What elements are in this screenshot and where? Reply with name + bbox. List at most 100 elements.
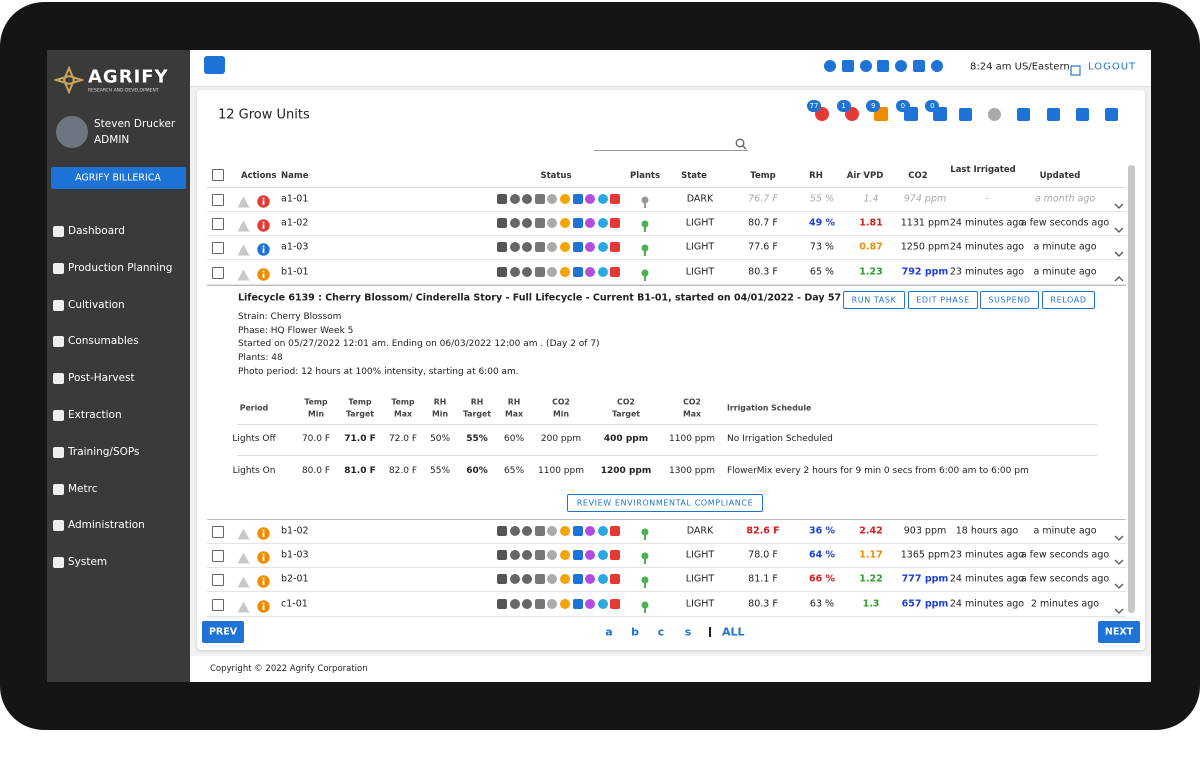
menu-item[interactable]: Training/SOPs (68, 445, 140, 458)
sidebar (47, 50, 190, 682)
checkbox[interactable] (212, 218, 224, 230)
alert-icon (257, 573, 270, 588)
cell-updated: a minute ago (1033, 266, 1097, 278)
cell-updated: a few seconds ago (1020, 217, 1110, 229)
status-icon (547, 550, 558, 560)
prev-label[interactable]: PREV (208, 626, 238, 638)
status-icon (522, 526, 533, 536)
column-header: CO2 (908, 171, 928, 181)
action-label[interactable]: RUN TASK (851, 295, 897, 305)
badge-count: 0 (900, 102, 906, 110)
topbar-icon[interactable] (930, 60, 943, 72)
logout[interactable]: LOGOUT (1088, 61, 1137, 73)
page-link[interactable]: ALL (722, 625, 745, 639)
unit-name[interactable]: c1-01 (281, 598, 308, 610)
action-label[interactable]: EDIT PHASE (916, 295, 970, 305)
page-link[interactable]: b (631, 625, 639, 639)
cell-rh: 65 % (809, 266, 835, 278)
checkbox[interactable] (212, 526, 224, 538)
unit-name[interactable]: b1-01 (281, 266, 309, 278)
warning-icon (237, 217, 250, 232)
topbar-icon[interactable] (859, 60, 872, 72)
status-icon (585, 550, 596, 560)
status-icon (534, 599, 545, 609)
topbar-icon[interactable] (913, 60, 925, 72)
badge (836, 100, 851, 112)
status-icon (560, 267, 570, 277)
menu-item[interactable]: Extraction (68, 409, 122, 421)
cell-irrigated: 18 hours ago (955, 525, 1019, 537)
action-button[interactable] (843, 291, 905, 309)
toolbar-icon[interactable] (1017, 108, 1031, 121)
menu-item[interactable]: Dashboard (68, 225, 125, 237)
prev-button[interactable] (202, 621, 244, 643)
cell-temp: 77.6 F (748, 241, 778, 253)
review-label[interactable]: REVIEW ENVIRONMENTAL COMPLIANCE (576, 498, 754, 508)
next-button[interactable] (1098, 621, 1140, 643)
toolbar-icon[interactable] (988, 108, 1002, 121)
toolbar-icon[interactable] (959, 108, 972, 121)
cell-co2: 1131 ppm (900, 217, 950, 229)
unit-name[interactable]: b1-02 (281, 525, 309, 537)
status-icon (610, 242, 621, 252)
checkbox[interactable] (212, 242, 224, 254)
cell-updated: a few seconds ago (1020, 573, 1110, 585)
menu-toggle[interactable] (204, 56, 225, 74)
clock: 8:24 am US/Eastern (970, 61, 1070, 73)
next-label[interactable]: NEXT (1104, 626, 1134, 638)
facility-label[interactable]: AGRIFY BILLERICA (75, 172, 161, 184)
env-cell: 200 ppm (540, 434, 582, 444)
cell-irrigated: - (985, 193, 989, 205)
cell-vpd: 1.23 (859, 266, 883, 278)
menu-item[interactable]: Post-Harvest (68, 372, 135, 385)
menu-icon (53, 262, 64, 274)
unit-name[interactable]: a1-03 (281, 241, 309, 253)
page-link[interactable]: s (684, 625, 692, 639)
plant-icon (639, 241, 651, 256)
toolbar-icon[interactable] (1075, 108, 1089, 121)
checkbox[interactable] (212, 599, 224, 611)
menu-item[interactable]: Cultivation (68, 298, 125, 311)
row-rule (207, 284, 1126, 285)
unit-name[interactable]: b2-01 (281, 573, 309, 585)
checkbox[interactable] (212, 267, 224, 279)
action-button[interactable] (1042, 291, 1095, 309)
unit-name[interactable]: a1-01 (281, 193, 309, 205)
page-link[interactable]: a (605, 625, 613, 639)
menu-item[interactable]: Production Planning (68, 261, 173, 274)
unit-name[interactable]: a1-02 (281, 217, 309, 229)
review-button[interactable] (567, 494, 763, 512)
status-icon (509, 526, 520, 536)
toolbar-icon[interactable] (1105, 108, 1118, 121)
action-label[interactable]: SUSPEND (988, 295, 1031, 305)
action-button[interactable] (908, 291, 978, 309)
unit-name[interactable]: b1-03 (281, 549, 309, 561)
checkbox[interactable] (212, 550, 224, 562)
topbar-icon[interactable] (877, 60, 890, 72)
page-link[interactable]: c (657, 625, 665, 639)
checkbox[interactable] (212, 194, 224, 206)
menu-item[interactable]: Metrc (68, 482, 98, 495)
menu-item[interactable]: Consumables (68, 335, 139, 348)
topbar-icon[interactable] (824, 60, 836, 72)
env-cell: 60% (466, 466, 488, 476)
menu-item[interactable]: System (68, 556, 108, 569)
env-cell: 400 ppm (603, 434, 649, 444)
toolbar-icon[interactable] (1046, 108, 1060, 121)
search-field[interactable] (594, 150, 748, 151)
action-button[interactable] (980, 291, 1039, 309)
status-icon (547, 574, 558, 584)
action-label[interactable]: RELOAD (1050, 295, 1087, 305)
checkbox[interactable] (212, 574, 224, 586)
cell-co2: 1250 ppm (900, 241, 950, 253)
facility-button[interactable] (51, 167, 186, 189)
checkbox[interactable] (212, 169, 224, 181)
column-header: Updated (1039, 171, 1081, 181)
status-icon (572, 218, 583, 228)
menu-item[interactable]: Administration (68, 519, 145, 532)
topbar-icon[interactable] (895, 60, 908, 72)
detail-line: Started on 05/27/2022 12:01 am. Ending o… (238, 339, 600, 350)
menu-icon (53, 336, 64, 348)
cell-temp: 76.7 F (748, 193, 778, 205)
topbar-icon[interactable] (841, 60, 854, 72)
